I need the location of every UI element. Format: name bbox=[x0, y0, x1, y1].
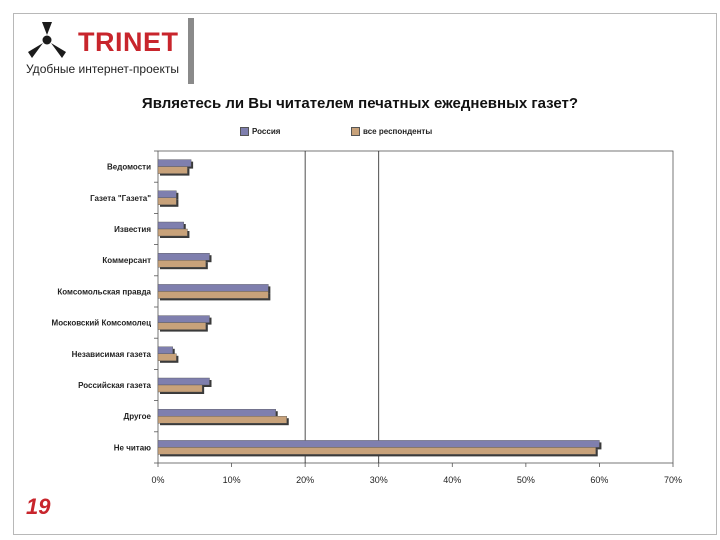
category-label: Газета "Газета" bbox=[90, 194, 151, 203]
category-label: Другое bbox=[124, 412, 152, 421]
bar-russia bbox=[157, 159, 192, 167]
x-tick-label: 60% bbox=[590, 475, 608, 485]
x-tick-label: 70% bbox=[664, 475, 682, 485]
bar-all-respondents bbox=[157, 447, 596, 455]
page-number: 19 bbox=[26, 494, 51, 519]
legend-label-all: все респонденты bbox=[363, 127, 433, 136]
legend-label-russia: Россия bbox=[252, 127, 281, 136]
category-label: Коммерсант bbox=[102, 256, 151, 265]
logo-wordmark: TRINET bbox=[78, 27, 179, 57]
bar-russia bbox=[157, 377, 210, 386]
category-label: Не читаю bbox=[114, 443, 151, 452]
bar-russia bbox=[157, 221, 184, 230]
bar-all-respondents bbox=[157, 384, 203, 393]
bar-all-respondents bbox=[157, 353, 177, 361]
category-label: Российская газета bbox=[78, 381, 151, 390]
bar-russia bbox=[157, 315, 210, 323]
category-label: Известия bbox=[114, 225, 151, 234]
category-label: Независимая газета bbox=[72, 350, 152, 359]
chart-title: Являетесь ли Вы читателем печатных ежедн… bbox=[141, 95, 579, 112]
trinet-logo: TRINET Удобные интернет-проекты bbox=[24, 20, 184, 82]
legend-item-all: все респонденты bbox=[351, 127, 432, 136]
x-tick-label: 50% bbox=[517, 475, 535, 485]
logo-divider bbox=[188, 18, 194, 84]
bar-russia bbox=[157, 409, 276, 417]
x-tick-label: 20% bbox=[296, 475, 314, 485]
bar-all-respondents bbox=[157, 228, 188, 237]
legend-swatch-all bbox=[351, 127, 360, 136]
x-tick-label: 0% bbox=[151, 475, 164, 485]
bar-all-respondents bbox=[157, 260, 207, 268]
x-tick-label: 30% bbox=[370, 475, 388, 485]
bar-all-respondents bbox=[157, 322, 207, 330]
bar-russia bbox=[157, 346, 173, 354]
bar-russia bbox=[157, 190, 177, 199]
chart-legend: Россия все респонденты bbox=[0, 127, 720, 139]
bar-all-respondents bbox=[157, 291, 269, 299]
category-label: Комсомольская правда bbox=[57, 287, 151, 296]
propeller-icon bbox=[28, 22, 66, 58]
bar-all-respondents bbox=[157, 416, 287, 424]
bar-russia bbox=[157, 440, 600, 448]
category-label: Московский Комсомолец bbox=[52, 319, 152, 328]
legend-swatch-russia bbox=[240, 127, 249, 136]
category-label: Ведомости bbox=[107, 163, 151, 172]
bar-russia bbox=[157, 284, 269, 292]
x-tick-label: 10% bbox=[223, 475, 241, 485]
bar-all-respondents bbox=[157, 197, 177, 206]
bar-russia bbox=[157, 252, 210, 261]
logo-tagline: Удобные интернет-проекты bbox=[26, 62, 179, 76]
legend-item-russia: Россия bbox=[240, 127, 280, 136]
x-tick-label: 40% bbox=[443, 475, 461, 485]
slide-frame bbox=[13, 13, 717, 535]
bar-all-respondents bbox=[157, 166, 188, 174]
